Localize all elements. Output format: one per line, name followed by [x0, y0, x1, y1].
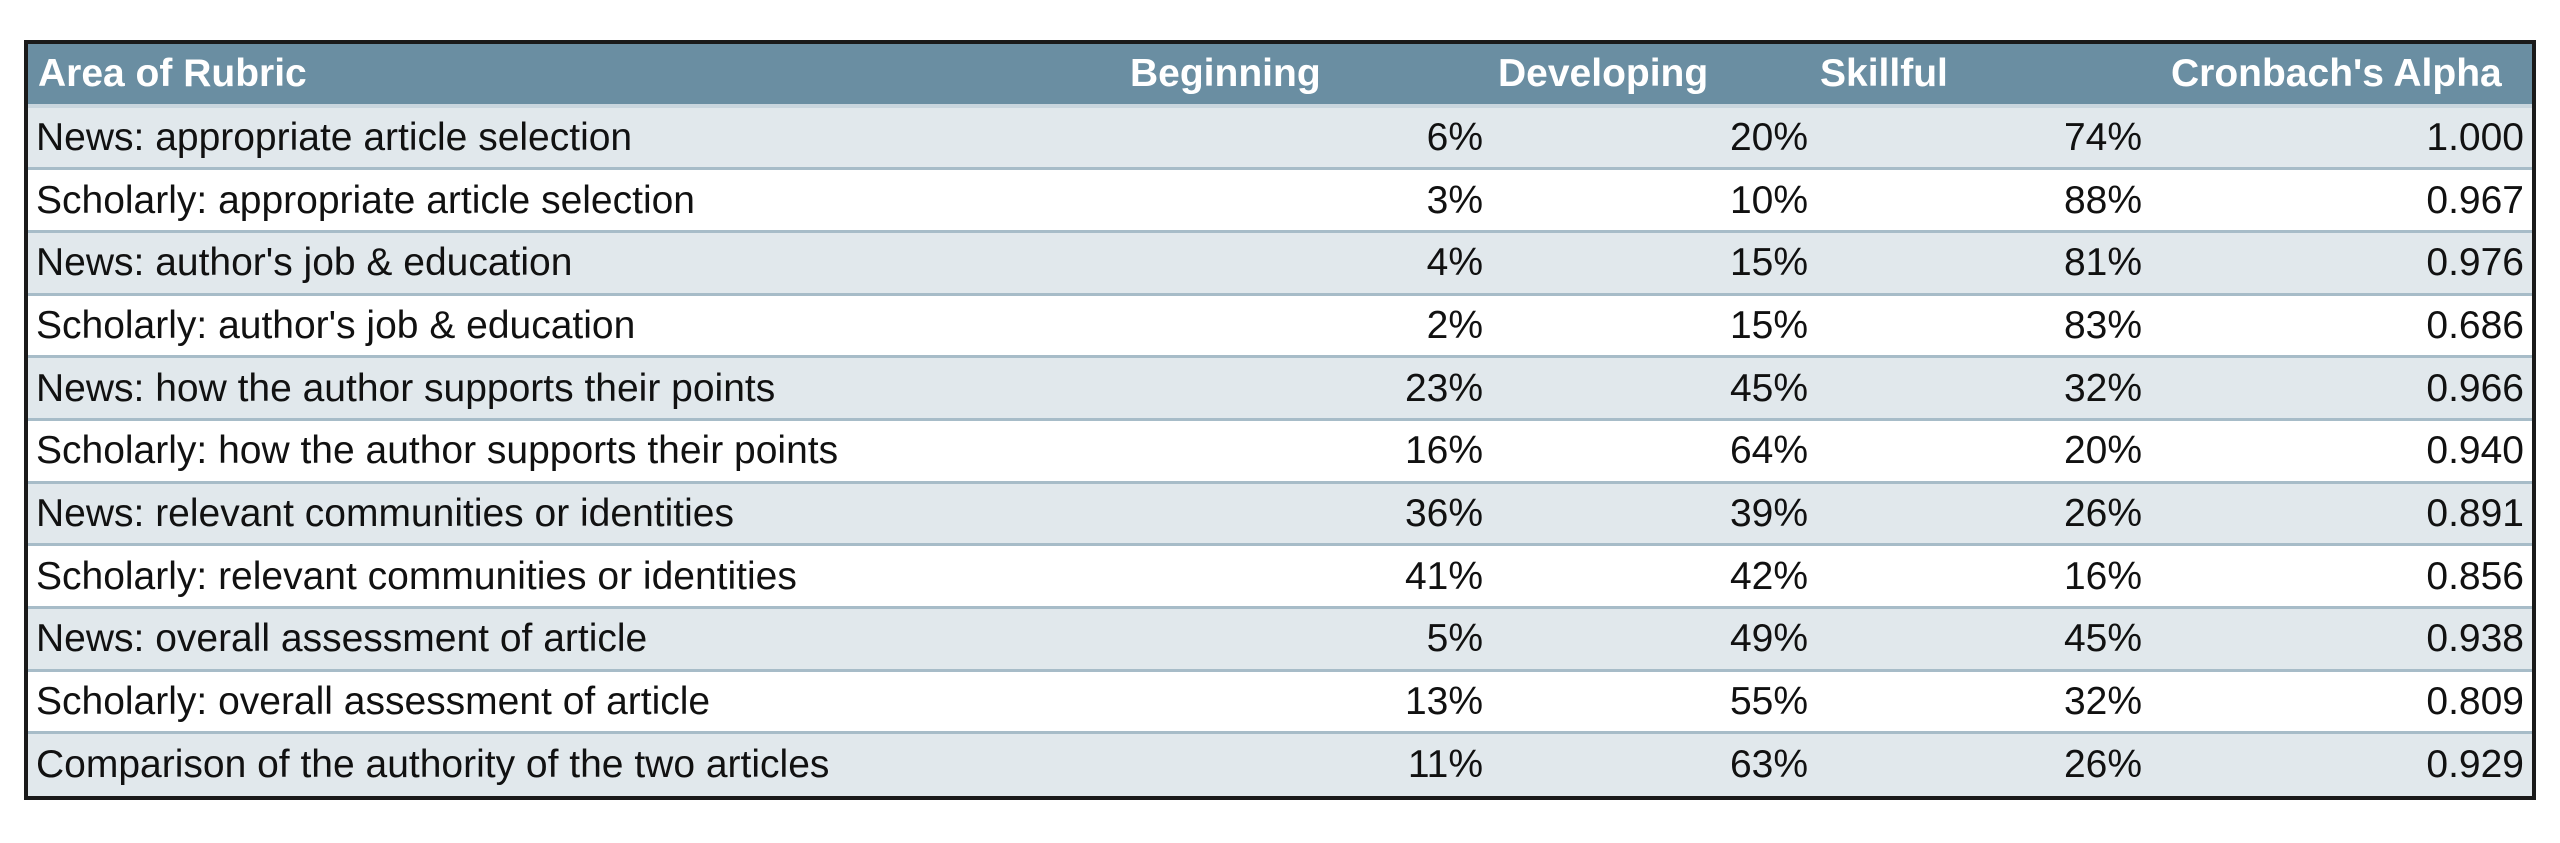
header-row: Area of Rubric Beginning Developing Skil… — [28, 44, 2532, 108]
cell-beginning: 23% — [1090, 355, 1491, 420]
cell-area: News: relevant communities or identities — [28, 480, 1090, 545]
cell-beginning: 41% — [1090, 543, 1491, 608]
table-row: Scholarly: how the author supports their… — [28, 417, 2532, 483]
header-beginning: Beginning — [1090, 44, 1491, 108]
rubric-table-frame: Area of Rubric Beginning Developing Skil… — [24, 40, 2536, 800]
cell-beginning: 2% — [1090, 292, 1491, 357]
cell-developing: 64% — [1491, 417, 1816, 483]
cell-area: News: how the author supports their poin… — [28, 355, 1090, 420]
table-body: News: appropriate article selection 6% 2… — [28, 106, 2532, 796]
cell-alpha: 0.938 — [2150, 606, 2532, 671]
cell-skillful: 26% — [1816, 480, 2150, 545]
cell-beginning: 6% — [1426, 116, 1483, 160]
cell-area: News: appropriate article selection — [36, 116, 633, 160]
table-row: News: author's job & education 4% 15% 81… — [28, 229, 2532, 295]
cell-alpha: 0.891 — [2150, 480, 2532, 545]
cell-developing: 49% — [1491, 606, 1816, 671]
cell-alpha: 0.686 — [2150, 292, 2532, 357]
table-row: Scholarly: appropriate article selection… — [28, 167, 2532, 232]
header-area: Area of Rubric — [28, 44, 1090, 108]
cell-alpha: 0.976 — [2150, 229, 2532, 295]
cell-skillful: 16% — [1816, 543, 2150, 608]
cell-skillful: 32% — [1816, 668, 2150, 733]
cell-area: Scholarly: appropriate article selection — [28, 167, 1090, 232]
cell-area: News: author's job & education — [28, 229, 1090, 295]
cell-area: Scholarly: relevant communities or ident… — [28, 543, 1090, 608]
table-row: News: how the author supports their poin… — [28, 355, 2532, 420]
cell-skillful: 20% — [1816, 417, 2150, 483]
cell-alpha: 1.000 — [2426, 116, 2524, 160]
cell-beginning: 36% — [1090, 480, 1491, 545]
header-cronbachs-alpha: Cronbach's Alpha — [2150, 44, 2532, 108]
rubric-table: Area of Rubric Beginning Developing Skil… — [28, 44, 2532, 796]
cell-beginning: 3% — [1090, 167, 1491, 232]
cell-developing: 45% — [1491, 355, 1816, 420]
cell-developing: 42% — [1491, 543, 1816, 608]
cell-beginning: 5% — [1090, 606, 1491, 671]
cell-skillful: 45% — [1816, 606, 2150, 671]
cell-developing: 15% — [1491, 229, 1816, 295]
cell-developing: 15% — [1491, 292, 1816, 357]
table-header: Area of Rubric Beginning Developing Skil… — [28, 44, 2532, 108]
table-row: Scholarly: relevant communities or ident… — [28, 543, 2532, 608]
header-skillful: Skillful — [1816, 44, 2150, 108]
cell-skillful: 88% — [1816, 167, 2150, 232]
cell-developing: 10% — [1491, 167, 1816, 232]
cell-beginning: 13% — [1090, 668, 1491, 733]
cell-beginning: 16% — [1090, 417, 1491, 483]
cell-developing: 20% — [1729, 116, 1808, 160]
cell-alpha: 0.940 — [2150, 417, 2532, 483]
cell-area: News: overall assessment of article — [28, 606, 1090, 671]
cell-skillful: 83% — [1816, 292, 2150, 357]
cell-area: Scholarly: author's job & education — [28, 292, 1090, 357]
cell-alpha: 0.929 — [2150, 731, 2532, 796]
cell-beginning: 11% — [1090, 731, 1491, 796]
table-row: Scholarly: overall assessment of article… — [28, 668, 2532, 733]
cell-developing: 39% — [1491, 480, 1816, 545]
table-row: News: overall assessment of article 5% 4… — [28, 606, 2532, 671]
table-row: News: appropriate article selection 6% 2… — [28, 106, 2532, 169]
cell-skillful: 26% — [1816, 731, 2150, 796]
table-row: Comparison of the authority of the two a… — [28, 731, 2532, 796]
header-developing: Developing — [1491, 44, 1816, 108]
cell-alpha: 0.856 — [2150, 543, 2532, 608]
cell-alpha: 0.967 — [2150, 167, 2532, 232]
cell-alpha: 0.966 — [2150, 355, 2532, 420]
cell-area: Comparison of the authority of the two a… — [28, 731, 1090, 796]
cell-developing: 63% — [1491, 731, 1816, 796]
cell-alpha: 0.809 — [2150, 668, 2532, 733]
cell-skillful: 81% — [1816, 229, 2150, 295]
cell-skillful: 74% — [2063, 116, 2142, 160]
cell-developing: 55% — [1491, 668, 1816, 733]
table-row: News: relevant communities or identities… — [28, 480, 2532, 545]
cell-area: Scholarly: how the author supports their… — [28, 417, 1090, 483]
table-row: Scholarly: author's job & education 2% 1… — [28, 292, 2532, 357]
cell-skillful: 32% — [1816, 355, 2150, 420]
cell-beginning: 4% — [1090, 229, 1491, 295]
cell-area: Scholarly: overall assessment of article — [28, 668, 1090, 733]
